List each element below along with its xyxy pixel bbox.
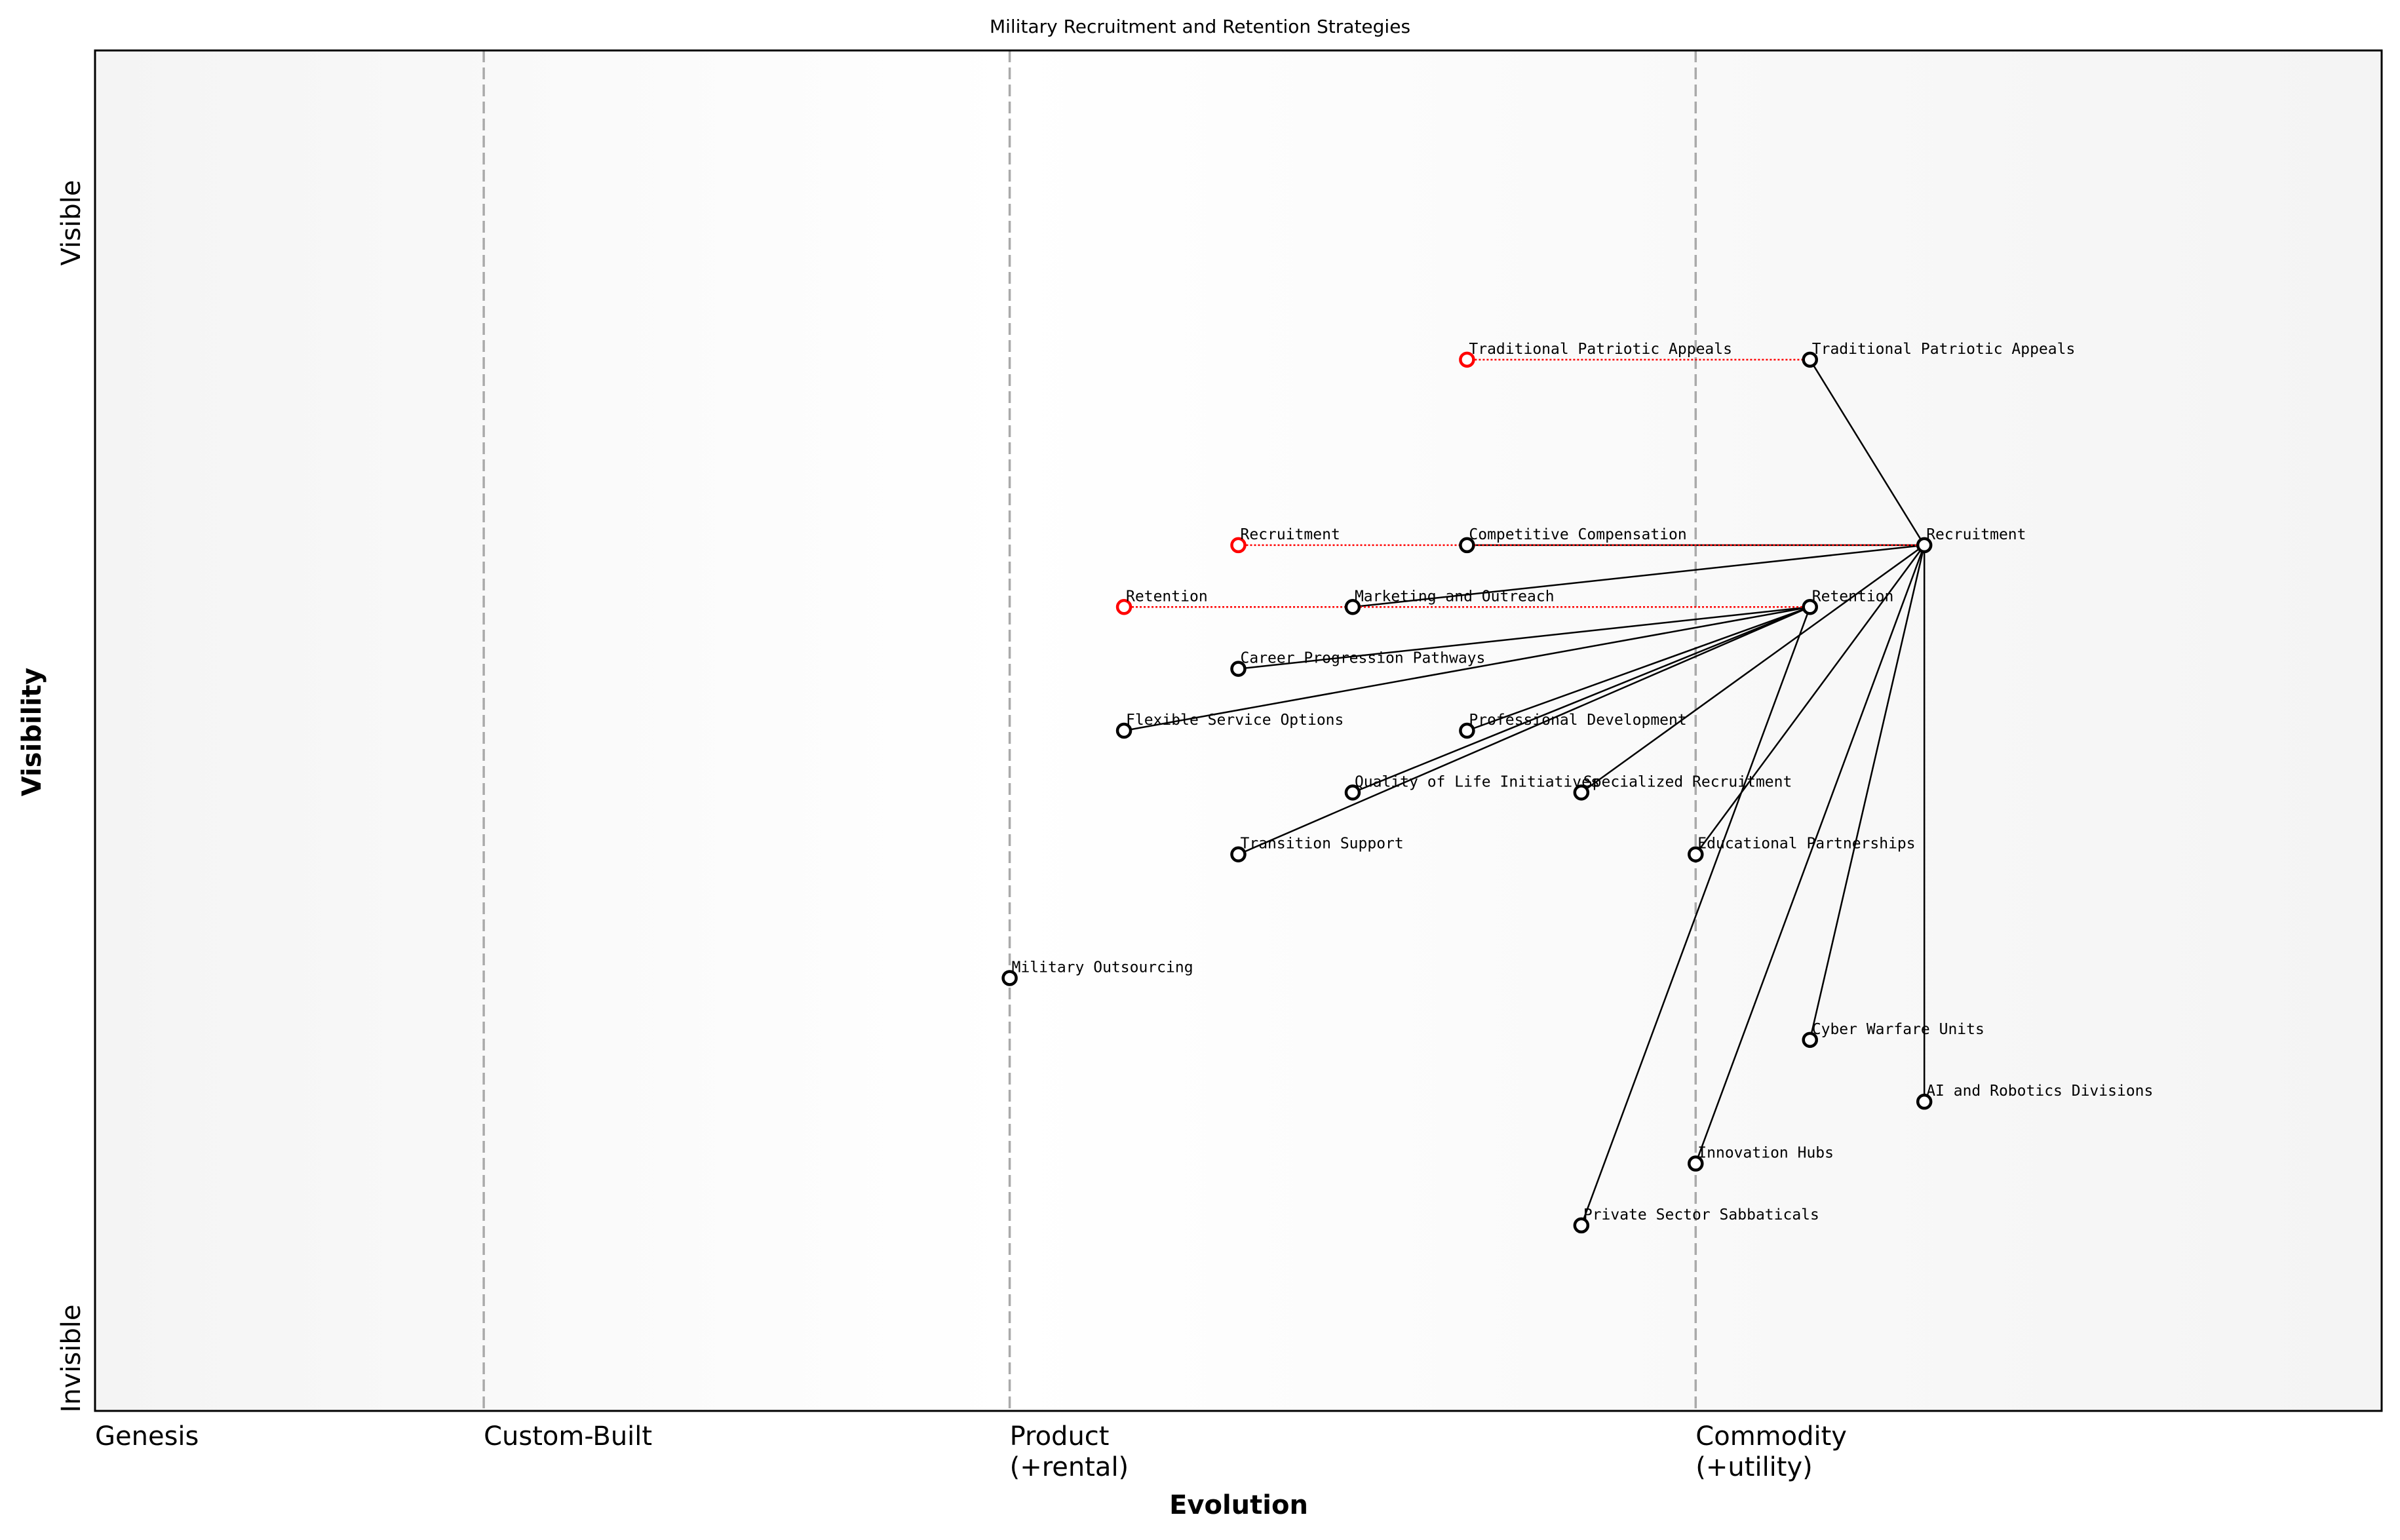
component-marker[interactable] [1230,661,1247,677]
component-label: Retention [1812,588,1894,605]
component-marker[interactable] [1802,599,1818,615]
component-label: Marketing and Outreach [1355,588,1555,605]
evolved-component-label: Retention [1126,588,1208,605]
component-label: Cyber Warfare Units [1812,1021,1984,1038]
stage-label: Product (+rental) [1010,1421,1129,1482]
component-label: Traditional Patriotic Appeals [1812,341,2076,358]
component-marker[interactable] [1344,599,1361,615]
component-label: Private Sector Sabbaticals [1583,1206,1819,1223]
component-marker[interactable] [1230,846,1247,862]
component-marker[interactable] [1001,970,1018,986]
stage-label: Commodity (+utility) [1695,1421,1847,1482]
component-label: Career Progression Pathways [1241,650,1486,667]
evolved-component-marker[interactable] [1115,599,1132,615]
component-label: AI and Robotics Divisions [1926,1083,2153,1100]
plot-frame [94,49,2383,1412]
component-marker[interactable] [1573,1217,1590,1234]
evolved-component-marker[interactable] [1230,537,1247,554]
plot-background [95,50,2382,1411]
component-label: Transition Support [1241,836,1404,853]
evolved-component-marker[interactable] [1459,351,1475,368]
y-top-label: Visible [56,180,87,266]
component-marker[interactable] [1115,722,1132,739]
component-marker[interactable] [1802,351,1818,368]
chart-title: Military Recruitment and Retention Strat… [990,16,1410,37]
link-line [1238,606,1810,670]
component-label: Professional Development [1469,712,1686,729]
link-line [1238,606,1811,855]
link-line [1580,606,1811,1226]
component-label: Recruitment [1926,526,2026,543]
component-marker[interactable] [1459,537,1475,554]
y-bottom-label: Invisible [56,1305,87,1413]
component-marker[interactable] [1688,846,1704,862]
component-marker[interactable] [1916,1093,1933,1110]
link-line [1352,606,1811,794]
x-axis-label: Evolution [1169,1490,1308,1520]
component-marker[interactable] [1688,1155,1704,1172]
component-marker[interactable] [1459,722,1475,739]
stage-label: Genesis [95,1421,199,1452]
link-line [1466,606,1811,732]
evolved-component-label: Traditional Patriotic Appeals [1469,341,1732,358]
link-line [1581,544,1925,794]
component-marker[interactable] [1802,1031,1818,1049]
link-line [1809,545,1926,1041]
link-line [1695,545,1926,855]
component-label: Military Outsourcing [1012,959,1193,976]
component-marker[interactable] [1573,784,1590,801]
component-label: Flexible Service Options [1126,712,1344,729]
component-label: Innovation Hubs [1697,1145,1834,1162]
link-line [1809,359,1926,546]
link-line [1123,606,1810,732]
link-line [1695,545,1926,1164]
component-label: Educational Partnerships [1697,836,1915,853]
component-label: Competitive Compensation [1469,526,1686,543]
component-label: Specialized Recruitment [1583,773,1792,790]
component-marker[interactable] [1344,784,1361,801]
stage-label: Custom-Built [484,1421,652,1452]
link-line [1352,544,1925,608]
evolved-component-label: Recruitment [1241,526,1340,543]
y-axis-label: Visibility [17,668,47,796]
component-marker[interactable] [1916,537,1933,554]
component-label: Quality of Life Initiatives [1355,773,1600,790]
